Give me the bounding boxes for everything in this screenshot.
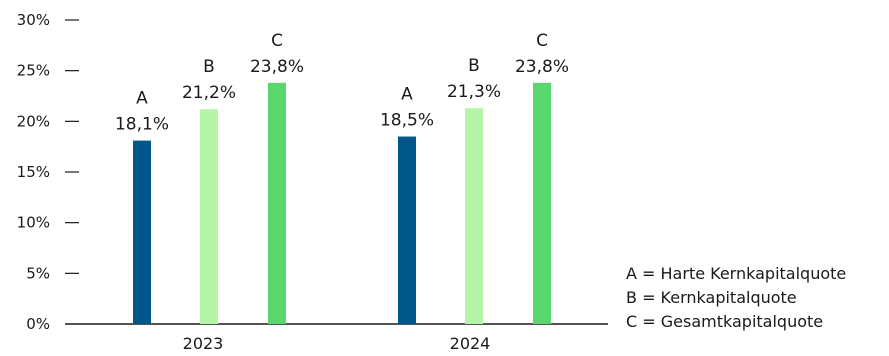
y-tick-label: 5% bbox=[26, 264, 50, 282]
bar-series-letter: B bbox=[468, 56, 480, 76]
bar-value-label: 23,8% bbox=[515, 57, 569, 77]
bar bbox=[133, 140, 151, 324]
legend-item-b: B = Kernkapitalquote bbox=[626, 288, 797, 307]
legend-item-a: A = Harte Kernkapitalquote bbox=[626, 264, 847, 283]
bar-series-letter: C bbox=[271, 31, 283, 51]
y-tick-label: 20% bbox=[17, 112, 50, 130]
bar-series-letter: A bbox=[401, 85, 413, 105]
bar-value-label: 18,5% bbox=[380, 111, 434, 131]
y-tick-label: 30% bbox=[17, 11, 50, 29]
bar-series-letter: C bbox=[536, 31, 548, 51]
bar-value-label: 18,1% bbox=[115, 115, 169, 135]
y-tick-label: 15% bbox=[17, 163, 50, 181]
bar bbox=[465, 108, 483, 324]
legend-item-c: C = Gesamtkapitalquote bbox=[626, 312, 824, 331]
bar bbox=[200, 109, 218, 324]
y-tick-label: 0% bbox=[26, 315, 50, 333]
legend: A = Harte Kernkapitalquote B = Kernkapit… bbox=[626, 262, 846, 334]
bar-series-letter: B bbox=[203, 57, 215, 77]
y-tick-label: 25% bbox=[17, 62, 50, 80]
bar bbox=[268, 82, 286, 325]
x-category-label: 2024 bbox=[450, 334, 491, 353]
bar-value-label: 23,8% bbox=[250, 57, 304, 77]
y-tick-label: 10% bbox=[17, 214, 50, 232]
bar-series-letter: A bbox=[136, 89, 148, 109]
x-category-label: 2023 bbox=[183, 334, 224, 353]
bar-value-label: 21,2% bbox=[182, 83, 236, 103]
bar-value-label: 21,3% bbox=[447, 82, 501, 102]
bar bbox=[398, 136, 416, 324]
bar bbox=[533, 82, 551, 325]
